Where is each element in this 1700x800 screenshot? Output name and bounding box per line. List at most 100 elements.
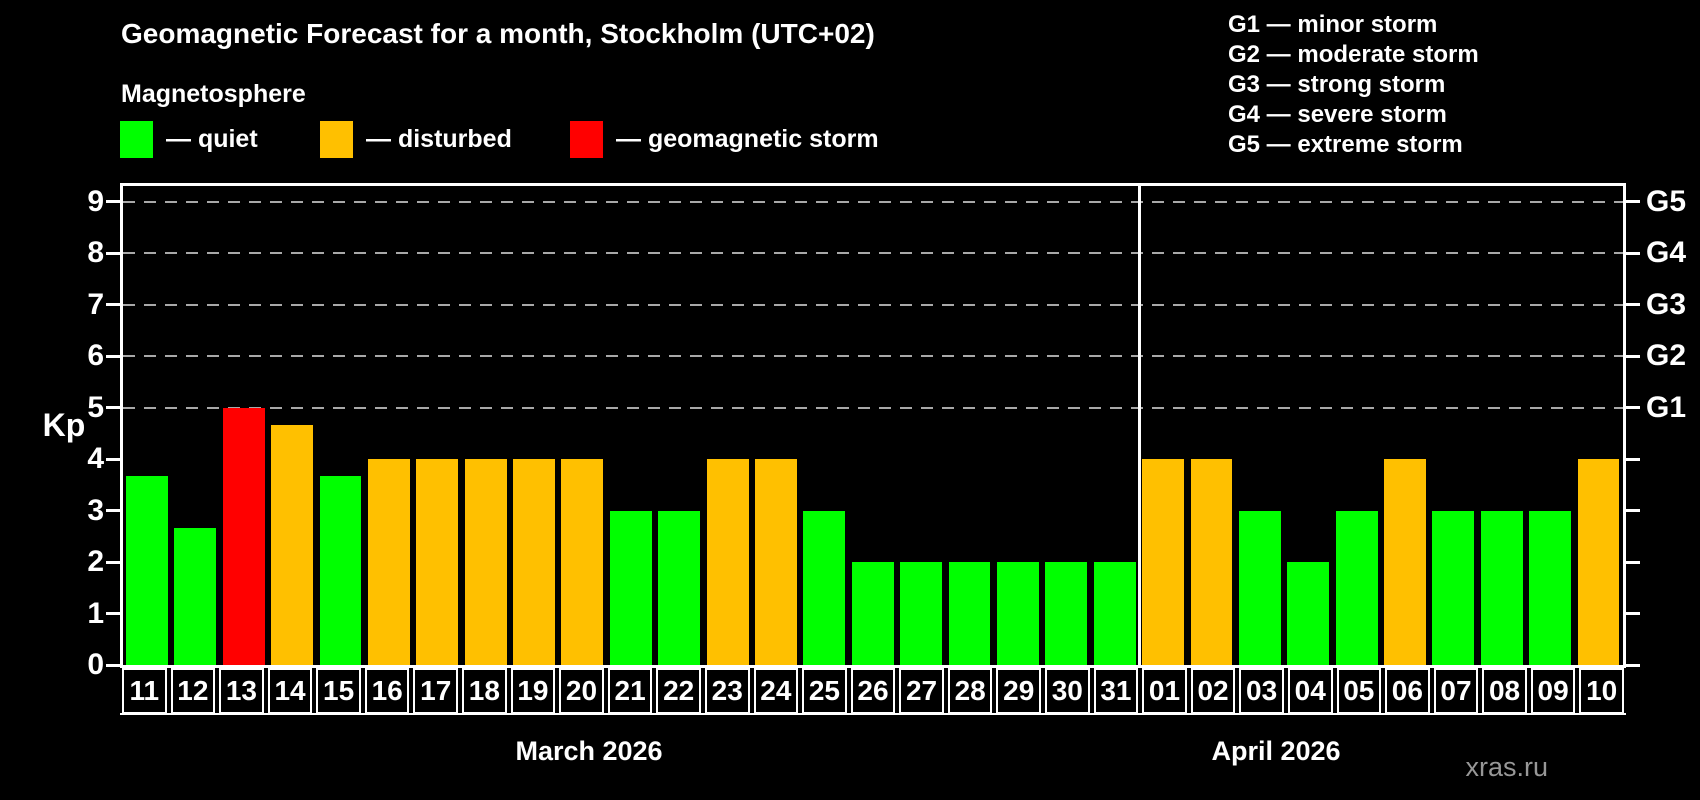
- day-cell-12: 12: [170, 668, 216, 714]
- y-axis-tick-6: [106, 354, 120, 358]
- right-axis-tick-2: [1626, 560, 1640, 564]
- watermark: xras.ru: [1465, 752, 1548, 782]
- kp-bar-day-14: [271, 424, 314, 665]
- y-axis-title: Kp: [42, 407, 86, 443]
- storm-scale-line-g4: G4 — severe storm: [1228, 101, 1447, 128]
- y-axis-tick-8: [106, 251, 120, 255]
- legend-item-quiet: — quiet: [120, 121, 258, 158]
- storm-scale-line-g5: G5 — extreme storm: [1228, 131, 1463, 158]
- day-cell-31: 31: [1093, 668, 1139, 714]
- right-axis-tick-7: [1626, 303, 1640, 306]
- day-cell-26: 26: [850, 668, 896, 714]
- legend-label-disturbed: — disturbed: [366, 125, 512, 153]
- right-axis-label-g1: G1: [1646, 390, 1687, 424]
- day-cell-03: 03: [1239, 668, 1284, 714]
- y-axis-label-7: 7: [87, 287, 104, 321]
- right-axis-tick-6: [1626, 354, 1640, 358]
- right-axis-label-g4: G4: [1646, 236, 1687, 269]
- y-axis-tick-4: [106, 457, 120, 461]
- storm-scale-line-g3: G3 — strong storm: [1228, 71, 1446, 98]
- month-separator: [1137, 186, 1141, 665]
- kp-bar-day-25: [803, 510, 846, 665]
- right-axis-label-g2: G2: [1646, 339, 1687, 372]
- right-axis-tick-8: [1626, 251, 1640, 255]
- y-axis-label-3: 3: [87, 493, 104, 527]
- day-cell-25: 25: [802, 668, 847, 714]
- day-cell-29: 29: [996, 668, 1042, 714]
- kp-bar-day-05: [1335, 510, 1378, 665]
- kp-bar-day-02: [1190, 459, 1233, 665]
- kp-bar-day-21: [609, 510, 652, 665]
- chart-title: Geomagnetic Forecast for a month, Stockh…: [121, 18, 875, 49]
- kp-bar-day-30: [1045, 562, 1088, 665]
- day-cell-08: 08: [1482, 668, 1527, 714]
- y-axis-tick-2: [106, 560, 120, 564]
- y-axis-label-2: 2: [87, 545, 104, 578]
- day-cell-28: 28: [947, 668, 993, 714]
- kp-bar-day-06: [1384, 459, 1426, 665]
- day-cell-20: 20: [559, 668, 604, 714]
- plot-area: [120, 183, 1626, 668]
- day-cell-14: 14: [267, 668, 313, 714]
- y-axis-label-6: 6: [87, 339, 104, 372]
- right-axis-label-g3: G3: [1646, 287, 1687, 321]
- kp-bar-day-11: [126, 476, 168, 665]
- y-axis-tick-9: [106, 200, 120, 203]
- y-axis-tick-7: [106, 303, 120, 306]
- day-cell-06: 06: [1385, 668, 1430, 714]
- kp-bar-day-12: [174, 527, 217, 665]
- day-axis-underline: [120, 713, 1626, 715]
- month-label-2: April 2026: [1211, 736, 1341, 766]
- kp-bar-day-24: [755, 459, 797, 665]
- y-axis-label-9: 9: [87, 184, 104, 218]
- kp-bar-day-31: [1093, 562, 1136, 665]
- right-axis-label-g5: G5: [1646, 184, 1687, 218]
- storm-scale-line-g1: G1 — minor storm: [1228, 11, 1438, 38]
- y-axis-label-0: 0: [87, 648, 104, 681]
- kp-bar-day-28: [948, 562, 991, 665]
- kp-bar-day-18: [464, 459, 507, 665]
- day-cell-07: 07: [1433, 668, 1479, 714]
- y-axis-tick-1: [106, 612, 120, 615]
- kp-bar-day-08: [1480, 510, 1523, 665]
- legend-label-quiet: — quiet: [166, 125, 258, 153]
- gridline-kp5: [123, 406, 1623, 409]
- day-cell-16: 16: [364, 668, 410, 714]
- day-cell-13: 13: [219, 668, 264, 714]
- gridline-kp6: [123, 355, 1623, 357]
- day-cell-15: 15: [316, 668, 361, 714]
- day-cell-09: 09: [1530, 668, 1576, 714]
- y-axis-tick-0: [106, 663, 120, 667]
- legend-swatch-quiet: [120, 121, 153, 158]
- legend-item-geomagnetic-storm: — geomagnetic storm: [570, 121, 879, 158]
- y-axis-label-8: 8: [87, 236, 104, 269]
- legend-item-disturbed: — disturbed: [320, 121, 512, 158]
- kp-bar-day-20: [561, 459, 604, 665]
- magnetosphere-label: Magnetosphere: [121, 80, 306, 108]
- kp-bar-day-23: [706, 459, 749, 665]
- y-axis-tick-5: [106, 406, 120, 409]
- day-cell-30: 30: [1045, 668, 1090, 714]
- y-axis-label-1: 1: [87, 596, 104, 630]
- y-axis-label-5: 5: [87, 390, 104, 424]
- kp-bar-day-13: [222, 407, 265, 665]
- kp-bar-day-09: [1529, 510, 1572, 665]
- day-cell-23: 23: [704, 668, 750, 714]
- day-cell-27: 27: [899, 668, 944, 714]
- kp-bar-day-10: [1577, 459, 1620, 665]
- legend-swatch-geomagnetic-storm: [570, 121, 603, 158]
- right-axis-tick-0: [1626, 663, 1640, 667]
- right-axis-tick-3: [1626, 509, 1640, 512]
- kp-bar-day-26: [851, 562, 894, 665]
- day-cell-10: 10: [1579, 668, 1624, 714]
- day-cell-19: 19: [510, 668, 556, 714]
- right-axis-tick-5: [1626, 406, 1640, 409]
- kp-bar-day-01: [1142, 459, 1184, 665]
- kp-bar-day-29: [996, 562, 1039, 665]
- kp-bar-day-17: [416, 459, 459, 665]
- gridline-kp9: [123, 200, 1623, 203]
- day-cell-18: 18: [462, 668, 507, 714]
- legend-swatch-disturbed: [320, 121, 353, 158]
- y-axis-tick-3: [106, 509, 120, 512]
- right-axis-tick-1: [1626, 612, 1640, 615]
